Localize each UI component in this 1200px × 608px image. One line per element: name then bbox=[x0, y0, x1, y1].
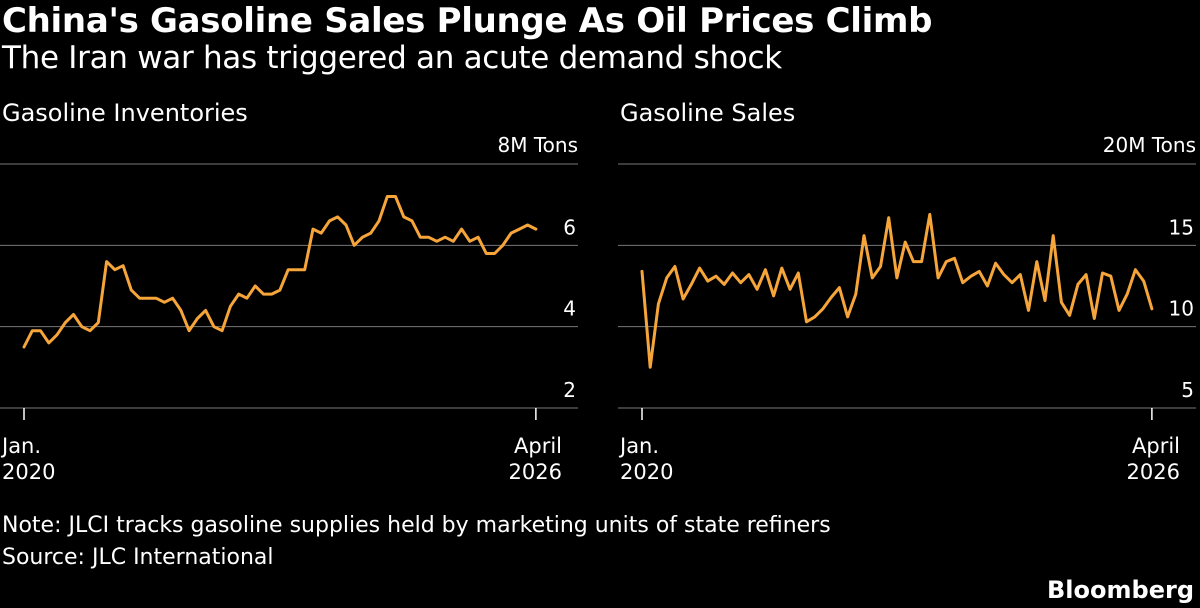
inventories-xtick-label-0-0: Jan. bbox=[0, 434, 41, 458]
inventories-ytick-label-1: 4 bbox=[563, 297, 576, 321]
sales-xtick-label-1-0: April bbox=[1132, 434, 1180, 458]
bloomberg-logo: Bloomberg bbox=[1047, 576, 1194, 604]
chart-subtitle: The Iran war has triggered an acute dema… bbox=[2, 40, 782, 76]
sales-ytick-label-1: 10 bbox=[1169, 297, 1194, 321]
source-note: Source: JLC International bbox=[2, 545, 274, 570]
sales-unit-label: 20M Tons bbox=[1103, 133, 1196, 157]
inventories-unit-label: 8M Tons bbox=[498, 133, 579, 157]
inventories-panel-title: Gasoline Inventories bbox=[2, 99, 248, 127]
inventories-series-line bbox=[22, 195, 538, 349]
inventories-xtick-label-0-1: 2020 bbox=[2, 460, 55, 484]
inventories-ytick-label-0: 2 bbox=[563, 378, 576, 402]
footnote: Note: JLCI tracks gasoline supplies held… bbox=[2, 513, 831, 538]
inventories-ytick-label-2: 6 bbox=[563, 215, 576, 239]
sales-xtick-label-0-1: 2020 bbox=[620, 460, 673, 484]
sales-ytick-label-0: 5 bbox=[1181, 378, 1194, 402]
sales-series-line bbox=[640, 212, 1154, 369]
inventories-xtick-label-1-0: April bbox=[514, 434, 562, 458]
sales-xtick-label-1-1: 2026 bbox=[1127, 460, 1180, 484]
sales-xtick-label-0-0: Jan. bbox=[618, 434, 659, 458]
inventories-xtick-label-1-1: 2026 bbox=[509, 460, 562, 484]
sales-ytick-label-2: 15 bbox=[1169, 215, 1194, 239]
chart-title: China's Gasoline Sales Plunge As Oil Pri… bbox=[2, 1, 933, 41]
sales-panel-title: Gasoline Sales bbox=[620, 99, 795, 127]
